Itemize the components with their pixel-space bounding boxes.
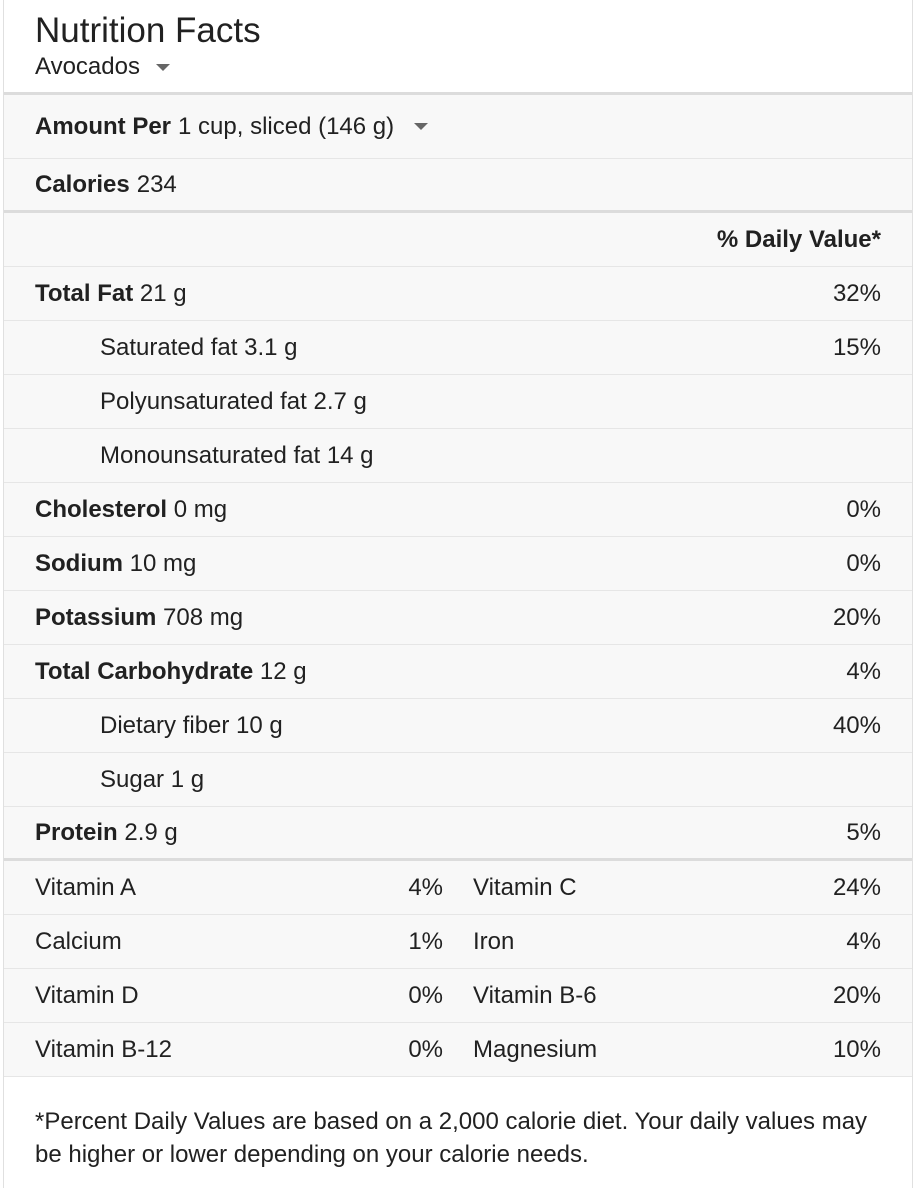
nutrient-amount: 21 g — [139, 279, 187, 307]
vitamin-label: Magnesium — [473, 1035, 598, 1063]
nutrient-row-monounsaturated-fat: Monounsaturated fat 14 g — [4, 429, 912, 483]
nutrient-row-sugar: Sugar 1 g — [4, 753, 912, 807]
vitamin-percent: 1% — [408, 927, 443, 955]
vitamin-label: Vitamin A — [35, 873, 136, 901]
calories-label: Calories — [35, 170, 130, 198]
nutrient-label: Sodium — [35, 549, 123, 577]
nutrient-label: Cholesterol — [35, 495, 168, 523]
nutrient-row-cholesterol: Cholesterol 0 mg 0% — [4, 483, 912, 537]
chevron-down-icon[interactable] — [155, 63, 170, 71]
calories-value: 234 — [136, 170, 177, 198]
serving-size-row[interactable]: Amount Per 1 cup, sliced (146 g) — [4, 95, 912, 159]
vitamin-label: Calcium — [35, 927, 122, 955]
vitamin-label: Vitamin C — [473, 873, 577, 901]
page-title: Nutrition Facts — [35, 11, 261, 50]
nutrient-label: Total Carbohydrate — [35, 657, 254, 685]
daily-value-header: % Daily Value* — [4, 213, 912, 267]
nutrient-label: Polyunsaturated fat 2.7 g — [100, 387, 367, 415]
nutrient-row-saturated-fat: Saturated fat 3.1 g 15% — [4, 321, 912, 375]
nutrient-label: Monounsaturated fat 14 g — [100, 441, 374, 469]
nutrient-row-polyunsaturated-fat: Polyunsaturated fat 2.7 g — [4, 375, 912, 429]
nutrient-percent: 40% — [832, 711, 881, 739]
nutrient-percent: 4% — [846, 657, 881, 685]
vitamin-label: Vitamin B-6 — [473, 981, 597, 1009]
vitamin-row: Vitamin B-12 0% Magnesium 10% — [4, 1023, 912, 1077]
vitamin-percent: 0% — [408, 1035, 443, 1063]
nutrient-percent: 5% — [846, 818, 881, 846]
footnote: *Percent Daily Values are based on a 2,0… — [4, 1077, 912, 1171]
nutrient-amount: 0 mg — [173, 495, 228, 523]
nutrient-label: Sugar 1 g — [100, 765, 205, 793]
nutrient-percent: 20% — [832, 603, 881, 631]
nutrient-label: Saturated fat 3.1 g — [100, 333, 298, 361]
vitamin-label: Vitamin B-12 — [35, 1035, 172, 1063]
chevron-down-icon[interactable] — [414, 123, 429, 130]
vitamin-row: Calcium 1% Iron 4% — [4, 915, 912, 969]
nutrient-percent: 32% — [832, 279, 881, 307]
nutrient-amount: 2.9 g — [124, 818, 178, 846]
calories-row: Calories 234 — [4, 159, 912, 213]
nutrient-row-sodium: Sodium 10 mg 0% — [4, 537, 912, 591]
nutrient-percent: 0% — [846, 549, 881, 577]
vitamin-row: Vitamin D 0% Vitamin B-6 20% — [4, 969, 912, 1023]
nutrient-percent: 15% — [832, 333, 881, 361]
nutrient-amount: 708 mg — [163, 603, 244, 631]
nutrient-percent: 0% — [846, 495, 881, 523]
vitamin-row: Vitamin A 4% Vitamin C 24% — [4, 861, 912, 915]
serving-value: 1 cup, sliced (146 g) — [178, 112, 395, 140]
food-selector[interactable]: Avocados — [35, 52, 912, 82]
nutrient-label: Protein — [35, 818, 118, 846]
vitamin-label: Iron — [473, 927, 515, 955]
nutrient-row-dietary-fiber: Dietary fiber 10 g 40% — [4, 699, 912, 753]
nutrient-label: Total Fat — [35, 279, 134, 307]
nutrient-row-total-fat: Total Fat 21 g 32% — [4, 267, 912, 321]
nutrient-row-potassium: Potassium 708 mg 20% — [4, 591, 912, 645]
nutrient-amount: 10 mg — [129, 549, 197, 577]
nutrient-row-total-carbohydrate: Total Carbohydrate 12 g 4% — [4, 645, 912, 699]
vitamin-percent: 4% — [846, 927, 881, 955]
vitamin-percent: 24% — [832, 873, 881, 901]
serving-label: Amount Per — [35, 112, 172, 140]
nutrient-label: Potassium — [35, 603, 157, 631]
vitamin-percent: 0% — [408, 981, 443, 1009]
daily-value-label: % Daily Value* — [716, 225, 881, 253]
nutrition-facts-card: Nutrition Facts Avocados Amount Per 1 cu… — [3, 0, 913, 1188]
vitamin-percent: 4% — [408, 873, 443, 901]
vitamin-percent: 10% — [832, 1035, 881, 1063]
vitamin-label: Vitamin D — [35, 981, 139, 1009]
nutrient-row-protein: Protein 2.9 g 5% — [4, 807, 912, 861]
food-name: Avocados — [35, 53, 140, 80]
nutrient-amount: 12 g — [259, 657, 307, 685]
nutrient-label: Dietary fiber 10 g — [100, 711, 283, 739]
vitamin-percent: 20% — [832, 981, 881, 1009]
nutrition-header: Nutrition Facts Avocados — [4, 0, 912, 95]
